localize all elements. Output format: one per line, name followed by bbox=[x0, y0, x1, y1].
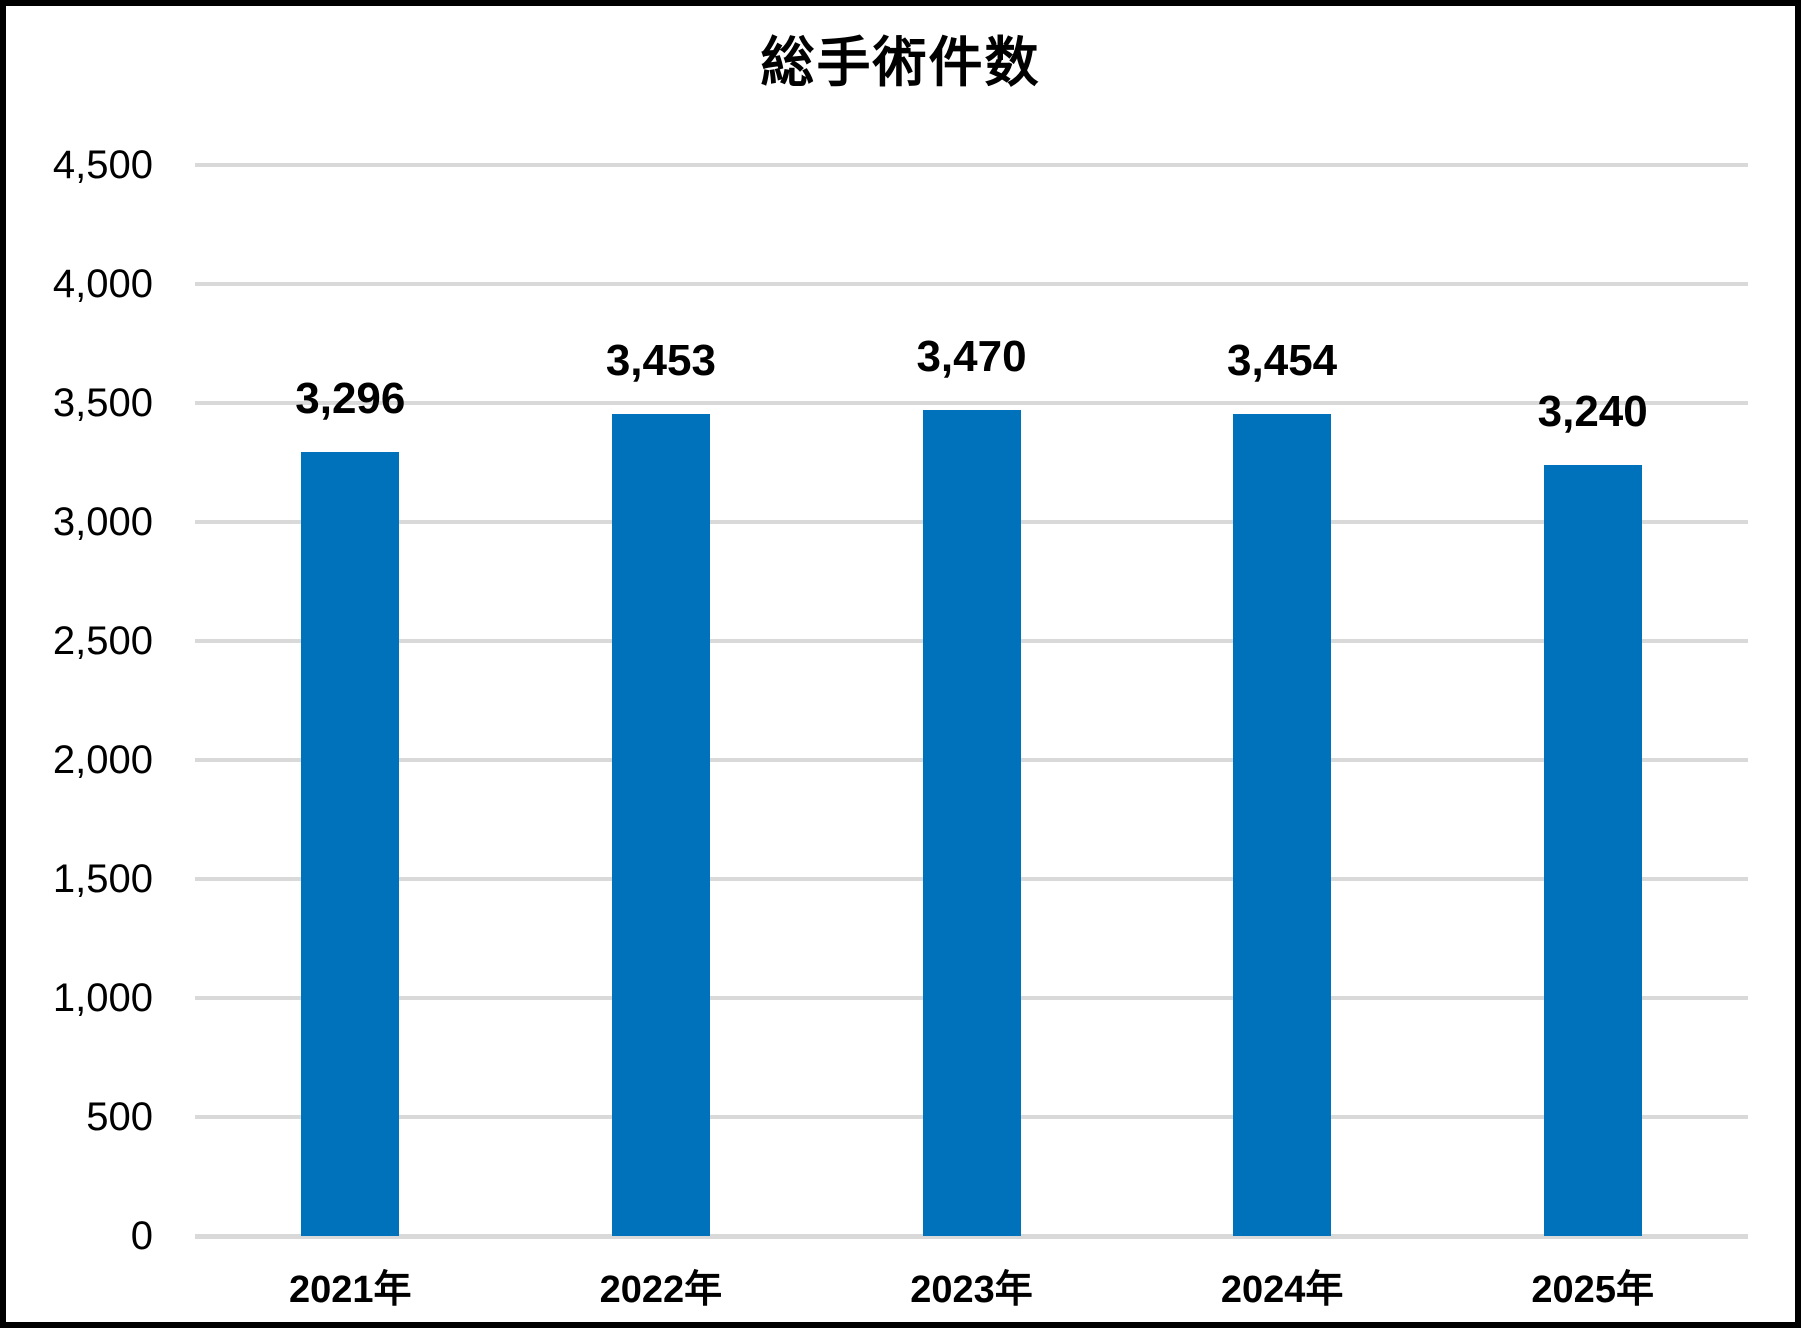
y-tick-label: 2,000 bbox=[52, 738, 153, 782]
y-tick-label: 0 bbox=[130, 1214, 153, 1258]
y-tick-label: 3,000 bbox=[52, 500, 153, 544]
y-tick-label: 3,500 bbox=[52, 381, 153, 425]
bar-2022年 bbox=[611, 414, 710, 1236]
x-axis-label: 2022年 bbox=[599, 1269, 723, 1311]
chart-title: 総手術件数 bbox=[760, 33, 1041, 93]
y-tick-label: 500 bbox=[86, 1095, 153, 1139]
x-axis-label: 2025年 bbox=[1531, 1269, 1654, 1311]
gridline bbox=[195, 401, 1748, 405]
bar-value-label: 3,296 bbox=[295, 373, 406, 423]
x-axis-line bbox=[195, 1234, 1748, 1239]
y-tick-label: 2,500 bbox=[52, 619, 153, 663]
y-tick-label: 1,000 bbox=[52, 976, 153, 1020]
plot-area: 3,296 3,453 3,470 3,454 3,240 bbox=[195, 163, 1748, 1239]
y-axis-tick-labels: 0 500 1,000 1,500 2,000 2,500 3,000 3,500 4,000 4… bbox=[6, 143, 153, 1258]
bar-2025年 bbox=[1543, 464, 1642, 1236]
bar-2024年 bbox=[1233, 413, 1332, 1236]
y-tick-label: 4,500 bbox=[52, 143, 153, 187]
bar-value-label: 3,240 bbox=[1537, 386, 1648, 436]
x-axis-labels: 2021年 2022年 2023年 2024年 2025年 bbox=[195, 1258, 1748, 1311]
gridline bbox=[195, 163, 1748, 167]
x-axis-label: 2024年 bbox=[1220, 1269, 1344, 1311]
bar-value-label: 3,454 bbox=[1227, 335, 1338, 385]
bar-value-label: 3,470 bbox=[916, 332, 1027, 382]
x-axis-label: 2021年 bbox=[289, 1269, 412, 1311]
y-tick-label: 1,500 bbox=[52, 857, 153, 901]
bar-value-label: 3,453 bbox=[605, 336, 716, 386]
y-tick-label: 4,000 bbox=[52, 262, 153, 306]
x-axis-label: 2023年 bbox=[910, 1269, 1033, 1311]
bar-2021年 bbox=[301, 451, 400, 1236]
bar-2023年 bbox=[922, 410, 1021, 1236]
gridline bbox=[195, 282, 1748, 286]
